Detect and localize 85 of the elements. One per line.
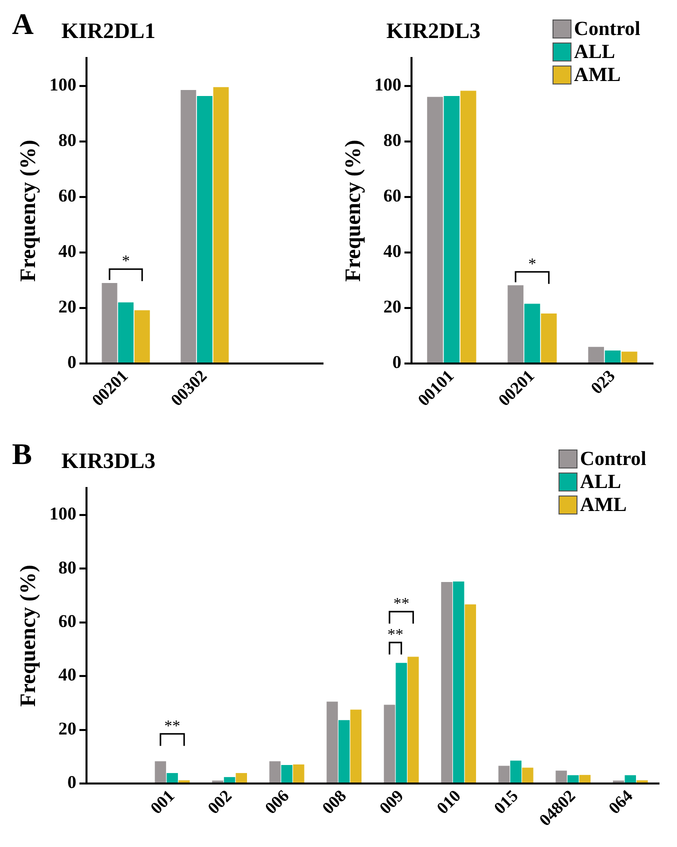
x-tick-label: 009: [376, 786, 408, 818]
bar: [396, 662, 407, 783]
bar: [213, 87, 229, 363]
bar: [350, 710, 362, 783]
bar: [154, 761, 166, 783]
bar: [118, 302, 134, 363]
bar: [636, 780, 648, 783]
bar: [134, 310, 150, 363]
annotation: **: [164, 718, 180, 735]
bar: [444, 96, 460, 363]
bar: [540, 314, 557, 363]
bar: [408, 656, 419, 783]
bar: [441, 582, 452, 783]
chart-title: KIR2DL3: [386, 18, 481, 43]
y-tick-label: 60: [58, 186, 76, 206]
bar: [524, 304, 540, 363]
legend-label: AML: [574, 64, 621, 86]
y-tick-label: 20: [58, 296, 76, 317]
bar: [180, 90, 196, 363]
bar: [498, 766, 510, 783]
bar: [338, 720, 350, 783]
y-tick-label: 100: [49, 504, 76, 524]
text: B: [12, 438, 32, 471]
y-tick-label: 0: [67, 352, 76, 372]
x-tick-label: 010: [433, 786, 465, 818]
bar: [196, 96, 212, 363]
bar: [588, 346, 604, 363]
y-tick-label: 100: [49, 74, 76, 94]
bar: [166, 773, 178, 783]
bar: [384, 704, 396, 783]
text: A: [12, 8, 34, 41]
annotation: **: [387, 626, 404, 644]
y-tick-label: 60: [383, 186, 402, 206]
bar: [522, 768, 534, 783]
x-tick-label: 001: [146, 786, 178, 818]
bar: [464, 604, 476, 783]
bar: [510, 760, 522, 783]
legend-label: AML: [580, 494, 627, 516]
bar: [556, 770, 567, 783]
y-tick-label: 40: [383, 241, 402, 262]
bar: [579, 774, 591, 783]
x-tick-label: 008: [318, 786, 350, 818]
y-tick-label: 20: [383, 296, 402, 317]
y-tick-label: 80: [58, 557, 76, 578]
y-tick-label: 0: [392, 352, 402, 372]
bar: [567, 775, 579, 783]
y-tick-label: 40: [58, 241, 76, 262]
y-tick-label: 20: [58, 718, 76, 738]
bar: [604, 350, 621, 363]
y-tick-label: 60: [58, 610, 76, 631]
y-tick-label: 80: [58, 130, 76, 150]
bar: [269, 761, 281, 783]
bar: [102, 282, 118, 363]
chart-title: KIR3DL3: [61, 448, 156, 473]
bar: [281, 764, 292, 783]
annotation: **: [393, 596, 410, 613]
bar: [236, 773, 248, 783]
bar: [427, 96, 443, 363]
annotation: *: [122, 253, 130, 270]
y-axis-title: Frequency (%): [14, 564, 40, 707]
legend-label: ALL: [580, 471, 622, 494]
bar: [452, 581, 464, 783]
bar: [460, 90, 476, 363]
bar: [224, 777, 236, 783]
y-axis-title: Frequency (%): [14, 140, 40, 282]
y-tick-label: 100: [374, 74, 402, 94]
bar: [621, 352, 638, 363]
y-axis-title: Frequency (%): [340, 140, 365, 282]
x-tick-label: 064: [604, 786, 637, 818]
bar: [293, 764, 304, 783]
bar: [326, 702, 338, 783]
x-tick-label: 015: [490, 786, 522, 818]
y-tick-label: 80: [383, 130, 402, 150]
bar: [508, 285, 524, 363]
legend-label: ALL: [574, 41, 616, 64]
x-tick-label: 006: [261, 786, 293, 818]
annotation: *: [528, 256, 536, 273]
legend-label: Control: [574, 18, 641, 40]
x-tick-label: 023: [587, 366, 619, 398]
x-tick-label: 002: [204, 786, 236, 818]
y-tick-label: 0: [67, 772, 76, 792]
y-tick-label: 40: [58, 664, 76, 685]
chart-title: KIR2DL1: [61, 18, 156, 43]
bar: [624, 775, 636, 783]
legend-label: Control: [580, 448, 647, 470]
